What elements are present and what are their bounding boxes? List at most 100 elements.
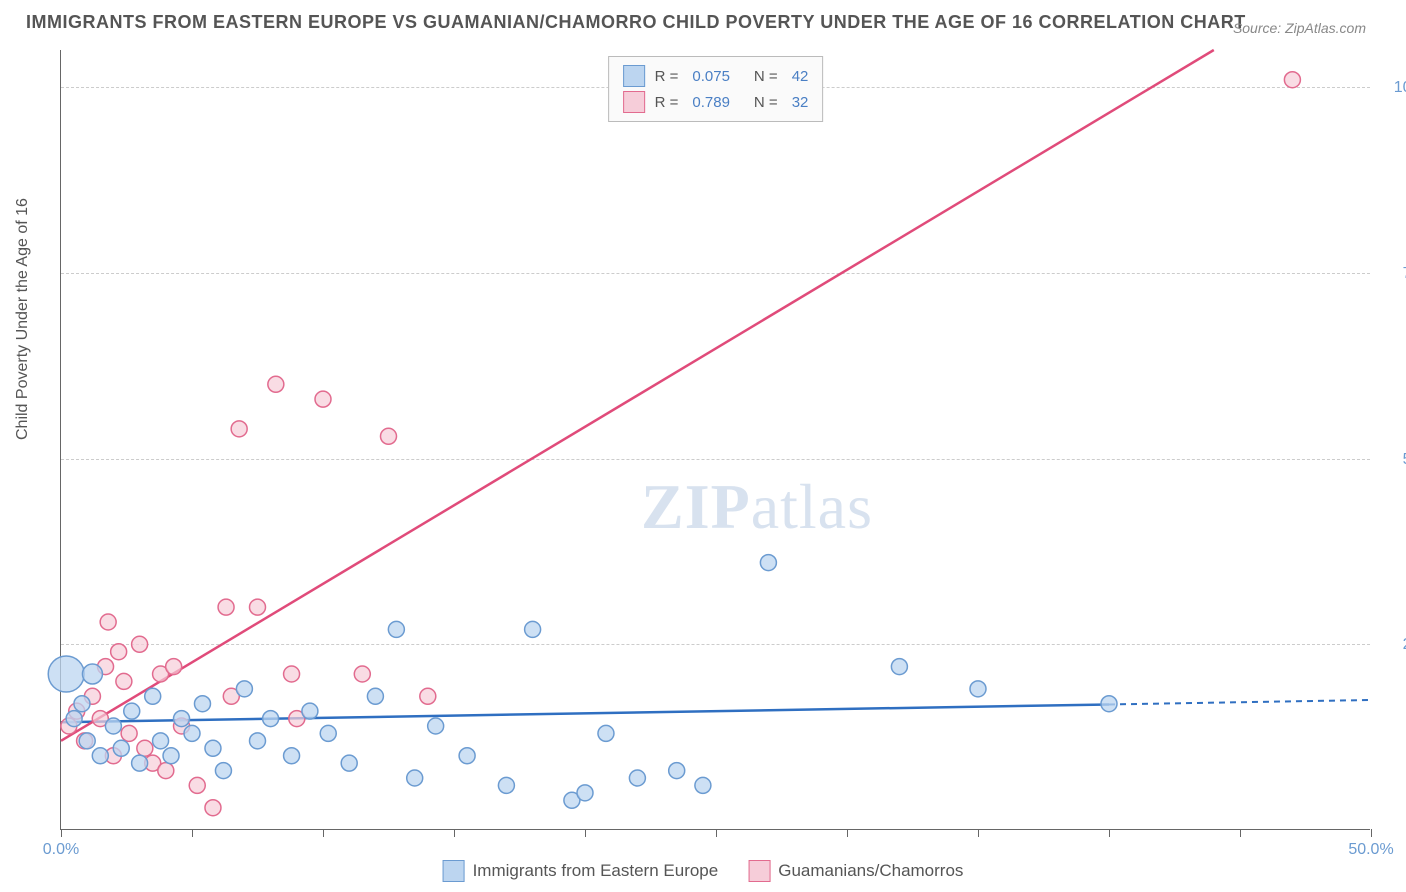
scatter-point — [166, 659, 182, 675]
scatter-point — [66, 711, 82, 727]
x-tick — [585, 829, 586, 837]
scatter-point — [525, 621, 541, 637]
scatter-point — [1284, 72, 1300, 88]
scatter-point — [320, 725, 336, 741]
scatter-point — [189, 777, 205, 793]
scatter-point — [184, 725, 200, 741]
scatter-point — [215, 763, 231, 779]
x-tick — [716, 829, 717, 837]
series-1-label: Immigrants from Eastern Europe — [473, 861, 719, 881]
legend-row-series-2: R = 0.789 N = 32 — [623, 89, 809, 115]
y-tick-label: 25.0% — [1403, 636, 1406, 654]
scatter-point — [970, 681, 986, 697]
scatter-point — [116, 673, 132, 689]
scatter-point — [121, 725, 137, 741]
scatter-point — [145, 688, 161, 704]
scatter-point — [695, 777, 711, 793]
x-tick — [454, 829, 455, 837]
scatter-point — [250, 733, 266, 749]
scatter-point — [163, 748, 179, 764]
scatter-point — [263, 711, 279, 727]
scatter-point — [341, 755, 357, 771]
scatter-point — [82, 664, 102, 684]
x-tick — [61, 829, 62, 837]
scatter-point — [598, 725, 614, 741]
trend-line — [61, 50, 1214, 741]
x-tick — [978, 829, 979, 837]
scatter-point — [367, 688, 383, 704]
scatter-point — [124, 703, 140, 719]
legend-row-series-1: R = 0.075 N = 42 — [623, 63, 809, 89]
series-2-label: Guamanians/Chamorros — [778, 861, 963, 881]
scatter-point — [158, 763, 174, 779]
legend-swatch-pink — [748, 860, 770, 882]
scatter-point — [459, 748, 475, 764]
bottom-legend-item-1: Immigrants from Eastern Europe — [443, 860, 719, 882]
scatter-point — [284, 748, 300, 764]
bottom-legend-item-2: Guamanians/Chamorros — [748, 860, 963, 882]
scatter-point — [284, 666, 300, 682]
scatter-point — [79, 733, 95, 749]
x-tick — [192, 829, 193, 837]
scatter-point — [194, 696, 210, 712]
scatter-point — [111, 644, 127, 660]
legend-r-label: R = — [655, 68, 679, 85]
legend-r-label: R = — [655, 94, 679, 111]
legend-n-label: N = — [754, 94, 778, 111]
legend-r-value-1: 0.075 — [692, 68, 730, 85]
legend-swatch-blue — [443, 860, 465, 882]
scatter-point — [92, 748, 108, 764]
scatter-point — [498, 777, 514, 793]
legend-r-value-2: 0.789 — [692, 94, 730, 111]
y-tick-label: 75.0% — [1403, 265, 1406, 283]
bottom-legend: Immigrants from Eastern Europe Guamanian… — [443, 860, 964, 882]
scatter-point — [137, 740, 153, 756]
legend-n-value-2: 32 — [792, 94, 809, 111]
scatter-point — [1101, 696, 1117, 712]
scatter-point — [891, 659, 907, 675]
scatter-point — [407, 770, 423, 786]
x-tick — [323, 829, 324, 837]
correlation-legend: R = 0.075 N = 42 R = 0.789 N = 32 — [608, 56, 824, 122]
scatter-point — [420, 688, 436, 704]
legend-n-label: N = — [754, 68, 778, 85]
trend-line-dashed — [1109, 700, 1371, 704]
scatter-point — [315, 391, 331, 407]
scatter-point — [354, 666, 370, 682]
scatter-point — [105, 718, 121, 734]
scatter-point — [113, 740, 129, 756]
legend-swatch-blue — [623, 65, 645, 87]
chart-title: IMMIGRANTS FROM EASTERN EUROPE VS GUAMAN… — [26, 12, 1246, 33]
source-label: Source: ZipAtlas.com — [1233, 20, 1366, 36]
scatter-point — [132, 636, 148, 652]
scatter-point — [669, 763, 685, 779]
scatter-point — [381, 428, 397, 444]
scatter-point — [302, 703, 318, 719]
chart-area: ZIPatlas 25.0%50.0%75.0%100.0% 0.0%50.0%… — [60, 50, 1370, 830]
scatter-point — [231, 421, 247, 437]
x-tick-label: 50.0% — [1348, 841, 1393, 859]
y-axis-label: Child Poverty Under the Age of 16 — [14, 198, 32, 440]
y-tick-label: 100.0% — [1394, 79, 1406, 97]
scatter-point — [100, 614, 116, 630]
scatter-point — [153, 733, 169, 749]
x-tick — [1109, 829, 1110, 837]
scatter-point — [174, 711, 190, 727]
scatter-point — [74, 696, 90, 712]
scatter-plot-svg — [61, 50, 1370, 829]
y-tick-label: 50.0% — [1403, 451, 1406, 469]
scatter-point — [218, 599, 234, 615]
trend-line — [61, 704, 1109, 722]
scatter-point — [577, 785, 593, 801]
x-tick — [1240, 829, 1241, 837]
scatter-point — [388, 621, 404, 637]
scatter-point — [236, 681, 252, 697]
scatter-point — [760, 555, 776, 571]
scatter-point — [428, 718, 444, 734]
scatter-point — [205, 740, 221, 756]
x-tick-label: 0.0% — [43, 841, 79, 859]
scatter-point — [205, 800, 221, 816]
legend-swatch-pink — [623, 91, 645, 113]
scatter-point — [132, 755, 148, 771]
x-tick — [1371, 829, 1372, 837]
